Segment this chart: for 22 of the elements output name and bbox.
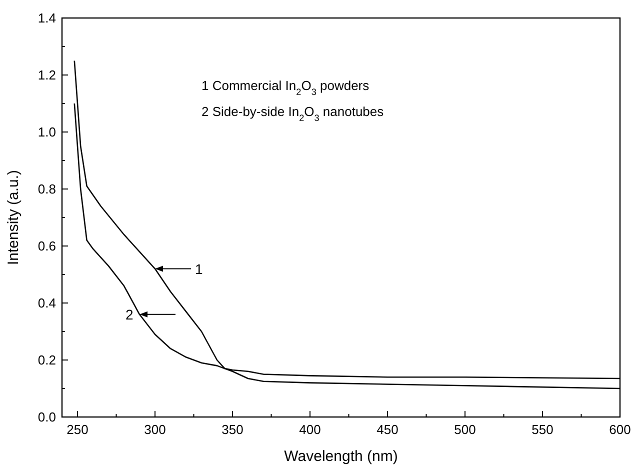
x-tick-label: 250 — [66, 422, 88, 437]
y-tick-label: 1.2 — [38, 68, 56, 82]
y-tick-label: 0.2 — [38, 352, 56, 368]
x-axis-title: Wavelength (nm) — [284, 448, 398, 465]
annotation: 1 Commercial In$_{2}$O$_{3}$ powders — [202, 78, 370, 97]
x-tick-label: 550 — [532, 422, 554, 437]
x-tick-label: 500 — [454, 422, 476, 437]
x-tick-label: 350 — [222, 422, 244, 437]
x-tick-label: 600 — [609, 422, 631, 437]
y-tick-label: 0.8 — [38, 182, 56, 196]
x-tick-label: 300 — [144, 422, 166, 437]
annotation: 2 — [126, 306, 134, 322]
y-tick-label: 0.6 — [38, 238, 56, 254]
x-tick-label: 450 — [376, 422, 398, 437]
y-tick-label: 0.0 — [38, 410, 56, 424]
y-tick-label: 1.0 — [38, 124, 56, 140]
y-tick-label: 0.4 — [38, 296, 56, 310]
y-tick-label: 1.4 — [38, 10, 56, 26]
annotation: 1 — [195, 260, 203, 277]
annotation: 2 Side-by-side In$_{2}$O$_{3}$ nanotubes — [202, 104, 384, 123]
x-tick-label: 400 — [299, 422, 321, 437]
y-axis-title: Intensity (a.u.) — [5, 170, 22, 266]
